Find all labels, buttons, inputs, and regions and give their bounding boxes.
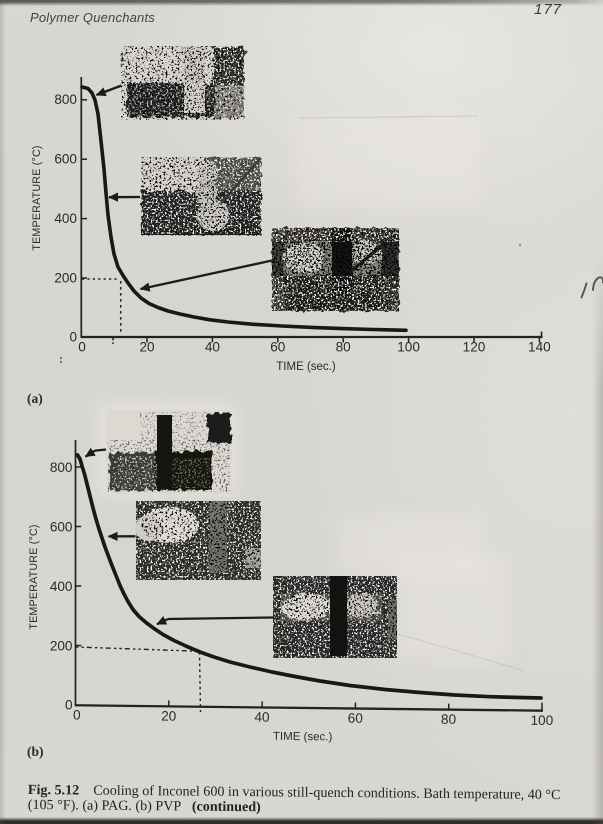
svg-text:40: 40 <box>205 340 221 355</box>
svg-text:20: 20 <box>161 708 177 723</box>
svg-text:120: 120 <box>463 340 486 355</box>
svg-text:TEMPERATURE (°C): TEMPERATURE (°C) <box>28 524 40 629</box>
svg-text:TEMPERATURE (°C): TEMPERATURE (°C) <box>31 145 43 250</box>
svg-text:400: 400 <box>54 211 77 226</box>
svg-text:TIME (sec.): TIME (sec.) <box>273 731 333 744</box>
svg-text:800: 800 <box>50 460 73 475</box>
svg-text:140: 140 <box>528 340 551 355</box>
svg-text:200: 200 <box>50 639 73 654</box>
svg-text:TIME (sec.): TIME (sec.) <box>276 361 336 373</box>
svg-text:600: 600 <box>50 520 73 535</box>
svg-text:200: 200 <box>54 270 77 285</box>
svg-text:100: 100 <box>397 340 420 355</box>
svg-text:60: 60 <box>270 340 286 355</box>
svg-text:0: 0 <box>69 330 77 345</box>
svg-text:400: 400 <box>50 579 73 594</box>
svg-text:0: 0 <box>65 698 73 713</box>
svg-text:0: 0 <box>78 340 86 355</box>
svg-text:80: 80 <box>336 340 352 355</box>
svg-text:20: 20 <box>139 340 155 355</box>
svg-text:40: 40 <box>254 710 270 725</box>
svg-text:0: 0 <box>73 707 81 722</box>
svg-text:60: 60 <box>348 711 364 726</box>
svg-text:80: 80 <box>441 712 457 727</box>
svg-text:800: 800 <box>54 92 77 107</box>
svg-text:100: 100 <box>530 713 553 728</box>
svg-text:600: 600 <box>54 152 77 167</box>
